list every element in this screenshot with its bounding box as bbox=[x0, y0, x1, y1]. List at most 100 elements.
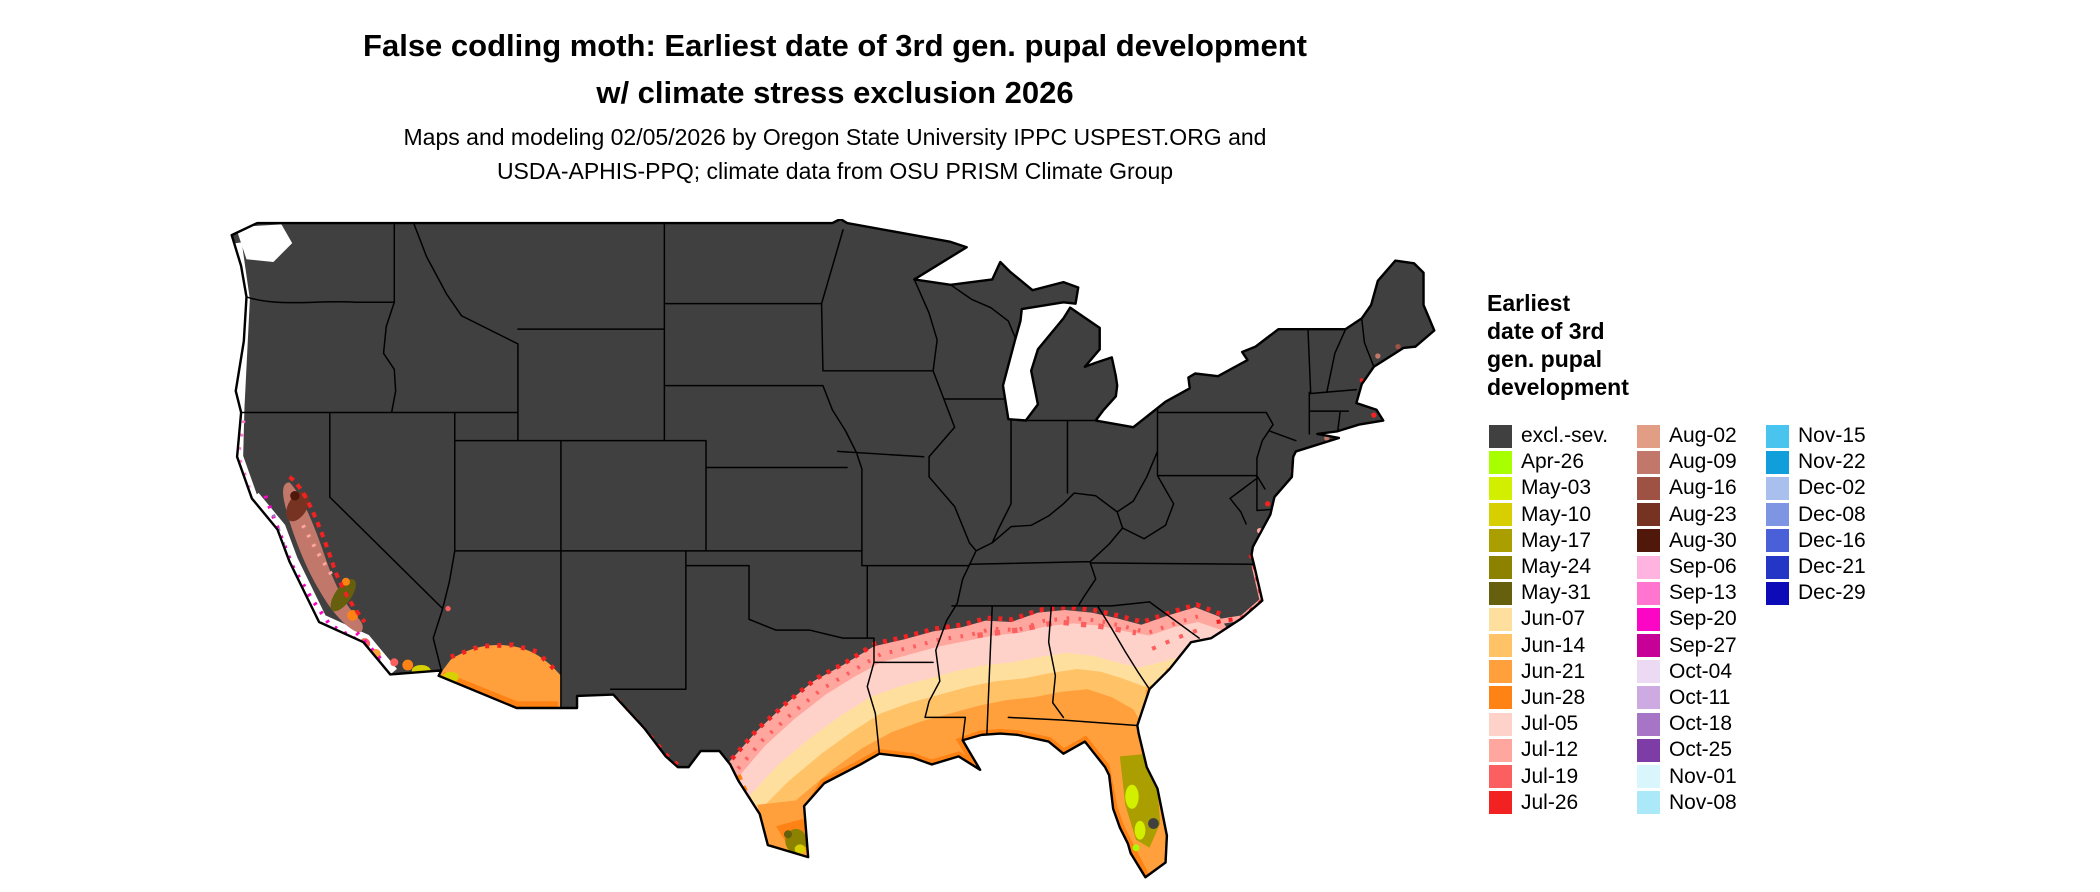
legend-item: Oct-25 bbox=[1637, 737, 1737, 763]
legend-swatch bbox=[1489, 529, 1512, 553]
legend-item: Dec-08 bbox=[1766, 502, 1866, 528]
us-choropleth-map bbox=[225, 219, 1441, 884]
legend-swatch bbox=[1637, 424, 1660, 448]
legend-item: Oct-18 bbox=[1637, 711, 1737, 737]
legend-item: Nov-22 bbox=[1766, 449, 1866, 475]
legend-label: Oct-11 bbox=[1669, 685, 1731, 709]
legend-swatch bbox=[1637, 791, 1660, 815]
legend-item: Jun-07 bbox=[1489, 606, 1608, 632]
legend-label: May-17 bbox=[1521, 528, 1592, 552]
legend-swatch bbox=[1489, 424, 1512, 448]
legend-swatch bbox=[1637, 529, 1660, 553]
legend-swatch bbox=[1766, 424, 1789, 448]
page-title: False codling moth: Earliest date of 3rd… bbox=[0, 22, 1670, 116]
legend-label: Sep-20 bbox=[1669, 607, 1737, 631]
legend-item: May-24 bbox=[1489, 554, 1608, 580]
legend-title: Earliest date of 3rd gen. pupal developm… bbox=[1487, 289, 1629, 401]
legend-swatch bbox=[1637, 686, 1660, 710]
legend-item: Aug-16 bbox=[1637, 475, 1737, 501]
legend-swatch bbox=[1489, 686, 1512, 710]
legend-label: Jun-28 bbox=[1521, 685, 1586, 709]
legend-item: May-31 bbox=[1489, 580, 1608, 606]
legend-label: Aug-23 bbox=[1669, 502, 1737, 526]
az-edge-jul26 bbox=[449, 642, 560, 675]
ca-valley-may31 bbox=[330, 579, 356, 612]
legend-label: Nov-08 bbox=[1669, 790, 1737, 814]
legend-swatch bbox=[1489, 791, 1512, 815]
legend-label: Jun-07 bbox=[1521, 607, 1586, 631]
speckles-band-jul19 bbox=[728, 613, 1203, 780]
legend-item: May-03 bbox=[1489, 475, 1608, 501]
legend-item: Apr-26 bbox=[1489, 449, 1608, 475]
stx-may10 bbox=[794, 844, 806, 854]
legend-label: Jul-05 bbox=[1521, 712, 1579, 736]
legend-item: excl.-sev. bbox=[1489, 423, 1608, 449]
legend-label: Dec-02 bbox=[1798, 476, 1866, 500]
legend-swatch bbox=[1489, 555, 1512, 579]
legend-swatch bbox=[1766, 476, 1789, 500]
az-border-jun28 bbox=[441, 672, 559, 710]
legend-item: Nov-08 bbox=[1637, 790, 1737, 816]
legend-label: Dec-21 bbox=[1798, 555, 1866, 579]
legend-label: Oct-25 bbox=[1669, 738, 1733, 762]
ca-valley-jul12 bbox=[301, 524, 335, 578]
legend-column-1: excl.-sev. Apr-26 May-03 May-10 May-17 M… bbox=[1489, 423, 1608, 816]
legend-title-line: Earliest bbox=[1487, 290, 1571, 316]
legend-swatch bbox=[1637, 660, 1660, 684]
lake-okeechobee bbox=[1148, 818, 1159, 829]
legend-swatch bbox=[1489, 738, 1512, 762]
state-borders bbox=[240, 220, 1375, 755]
legend-item: Sep-13 bbox=[1637, 580, 1737, 606]
legend-swatch bbox=[1489, 765, 1512, 789]
subtitle-line-1: Maps and modeling 02/05/2026 by Oregon S… bbox=[403, 124, 1267, 150]
legend-item: Jul-05 bbox=[1489, 711, 1608, 737]
legend-item: Jul-12 bbox=[1489, 737, 1608, 763]
legend-label: Oct-18 bbox=[1669, 712, 1733, 736]
legend-swatch bbox=[1489, 581, 1512, 605]
map-layers bbox=[231, 219, 1435, 878]
legend-swatch bbox=[1766, 450, 1789, 474]
legend-item: Sep-27 bbox=[1637, 633, 1737, 659]
legend-label: May-24 bbox=[1521, 555, 1592, 579]
legend-swatch bbox=[1766, 503, 1789, 527]
legend-label: Sep-06 bbox=[1669, 555, 1737, 579]
legend-item: Aug-23 bbox=[1637, 502, 1737, 528]
legend-item: Jun-14 bbox=[1489, 633, 1608, 659]
legend-title-line: gen. pupal bbox=[1487, 346, 1602, 372]
legend-item: Jun-21 bbox=[1489, 659, 1608, 685]
title-line-1: False codling moth: Earliest date of 3rd… bbox=[363, 28, 1307, 63]
legend-swatch bbox=[1489, 476, 1512, 500]
legend-item: Oct-11 bbox=[1637, 685, 1737, 711]
nm-jul19 bbox=[578, 700, 606, 707]
legend-label: Jul-12 bbox=[1521, 738, 1579, 762]
legend-swatch bbox=[1637, 476, 1660, 500]
legend-label: Aug-09 bbox=[1669, 450, 1737, 474]
legend-label: Nov-01 bbox=[1669, 764, 1737, 788]
legend-item: Aug-02 bbox=[1637, 423, 1737, 449]
legend-item: Dec-21 bbox=[1766, 554, 1866, 580]
legend-swatch bbox=[1637, 765, 1660, 789]
legend-swatch bbox=[1637, 503, 1660, 527]
legend-label: Nov-22 bbox=[1798, 450, 1866, 474]
legend-swatch bbox=[1489, 712, 1512, 736]
legend-item: Jun-28 bbox=[1489, 685, 1608, 711]
legend-label: May-31 bbox=[1521, 581, 1592, 605]
legend-label: Jul-26 bbox=[1521, 790, 1579, 814]
legend-swatch bbox=[1489, 607, 1512, 631]
legend-swatch bbox=[1766, 581, 1789, 605]
fl-apr26 bbox=[1132, 844, 1140, 852]
page-subtitle: Maps and modeling 02/05/2026 by Oregon S… bbox=[0, 120, 1670, 188]
ca-valley-aug09 bbox=[283, 482, 363, 633]
az-jun21 bbox=[438, 645, 561, 709]
legend-label: Dec-16 bbox=[1798, 528, 1866, 552]
legend-label: Nov-15 bbox=[1798, 424, 1866, 448]
socal-sep20 bbox=[355, 631, 386, 664]
legend-label: Jun-14 bbox=[1521, 633, 1586, 657]
ca-valley-rim-jul26 bbox=[288, 475, 367, 624]
legend-label: Aug-16 bbox=[1669, 476, 1737, 500]
legend-item: Dec-16 bbox=[1766, 528, 1866, 554]
legend-label: Dec-29 bbox=[1798, 581, 1866, 605]
legend-column-3: Nov-15 Nov-22 Dec-02 Dec-08 Dec-16 Dec-2… bbox=[1766, 423, 1866, 606]
legend-swatch bbox=[1637, 555, 1660, 579]
